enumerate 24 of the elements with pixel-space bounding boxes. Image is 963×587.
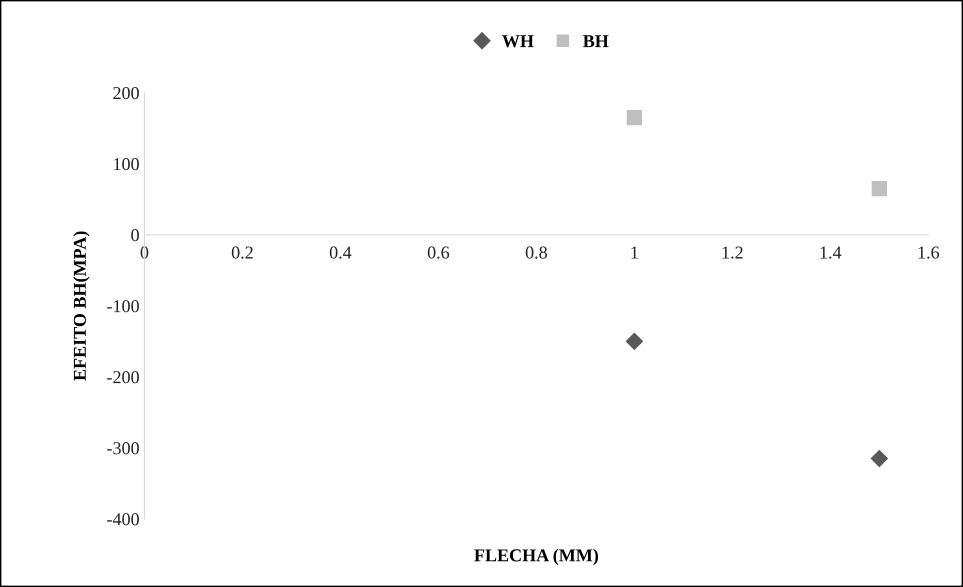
point (870, 450, 888, 468)
x-axis-title: FLECHA (MM) (474, 548, 598, 566)
point (872, 180, 887, 196)
x-tick-label: 1.4 (820, 246, 842, 259)
legend-label: BH (583, 35, 609, 48)
y-tick-label: 200 (113, 87, 139, 100)
point (626, 110, 642, 126)
x-tick-label: 1 (631, 246, 638, 258)
y-tick-label: -300 (107, 442, 139, 454)
y-tick-label: -100 (107, 300, 139, 312)
x-tick-label: 1.6 (918, 246, 940, 259)
y-tick-label: -400 (107, 513, 139, 526)
y-tick-label: 0 (131, 229, 139, 242)
x-tick-label: 0.4 (330, 246, 352, 259)
x-tick-label: 0.6 (428, 246, 450, 259)
x-tick-label: 0 (140, 246, 148, 259)
y-axis-title: EFEITO BH(MPA) (73, 231, 90, 381)
x-tick-label: 0.2 (232, 246, 253, 259)
point (626, 332, 644, 350)
x-tick-label: 1.2 (722, 246, 743, 259)
legend-label: WH (502, 35, 534, 48)
y-tick-label: -200 (107, 371, 139, 384)
y-tick-label: 100 (114, 158, 139, 170)
x-tick-label: 0.8 (526, 246, 547, 259)
